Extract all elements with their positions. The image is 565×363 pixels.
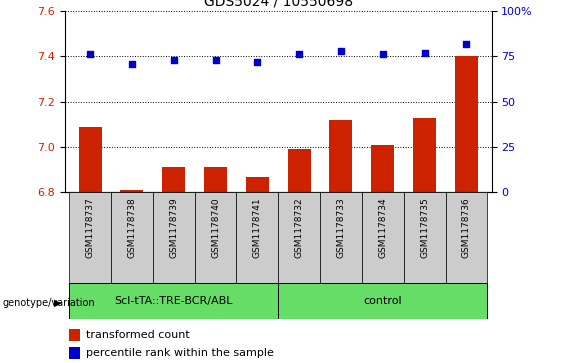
- Text: GSM1178741: GSM1178741: [253, 197, 262, 258]
- Text: GSM1178737: GSM1178737: [85, 197, 94, 258]
- Text: genotype/variation: genotype/variation: [3, 298, 95, 308]
- Text: control: control: [363, 296, 402, 306]
- Point: [295, 52, 304, 57]
- Bar: [204, 167, 227, 192]
- Point: [85, 52, 94, 57]
- Point: [253, 59, 262, 65]
- Bar: [69, 347, 80, 359]
- Bar: [413, 118, 436, 192]
- Point: [379, 52, 388, 57]
- Point: [462, 41, 471, 46]
- Text: GSM1178740: GSM1178740: [211, 197, 220, 258]
- FancyBboxPatch shape: [69, 283, 279, 319]
- FancyBboxPatch shape: [404, 192, 446, 283]
- Point: [420, 50, 429, 56]
- FancyBboxPatch shape: [153, 192, 194, 283]
- Text: Scl-tTA::TRE-BCR/ABL: Scl-tTA::TRE-BCR/ABL: [115, 296, 233, 306]
- FancyBboxPatch shape: [279, 283, 488, 319]
- Text: GSM1178736: GSM1178736: [462, 197, 471, 258]
- Bar: [329, 120, 353, 192]
- Text: ▶: ▶: [54, 298, 61, 308]
- Point: [127, 61, 136, 66]
- Text: GSM1178735: GSM1178735: [420, 197, 429, 258]
- Bar: [162, 167, 185, 192]
- Point: [169, 57, 178, 63]
- Bar: [288, 149, 311, 192]
- Bar: [120, 190, 144, 192]
- Text: GSM1178733: GSM1178733: [337, 197, 345, 258]
- Bar: [79, 127, 102, 192]
- Title: GDS5024 / 10550698: GDS5024 / 10550698: [204, 0, 353, 8]
- Text: GSM1178732: GSM1178732: [295, 197, 303, 258]
- Text: GSM1178739: GSM1178739: [169, 197, 178, 258]
- FancyBboxPatch shape: [446, 192, 488, 283]
- Text: percentile rank within the sample: percentile rank within the sample: [86, 348, 274, 358]
- FancyBboxPatch shape: [362, 192, 404, 283]
- FancyBboxPatch shape: [69, 192, 111, 283]
- Bar: [371, 145, 394, 192]
- Text: GSM1178734: GSM1178734: [379, 197, 388, 258]
- FancyBboxPatch shape: [279, 192, 320, 283]
- Point: [211, 57, 220, 63]
- Bar: [455, 56, 478, 192]
- FancyBboxPatch shape: [111, 192, 153, 283]
- Text: GSM1178738: GSM1178738: [127, 197, 136, 258]
- FancyBboxPatch shape: [194, 192, 236, 283]
- Text: transformed count: transformed count: [86, 330, 190, 340]
- Bar: [69, 329, 80, 341]
- FancyBboxPatch shape: [236, 192, 279, 283]
- Point: [337, 48, 346, 54]
- Bar: [246, 176, 269, 192]
- FancyBboxPatch shape: [320, 192, 362, 283]
